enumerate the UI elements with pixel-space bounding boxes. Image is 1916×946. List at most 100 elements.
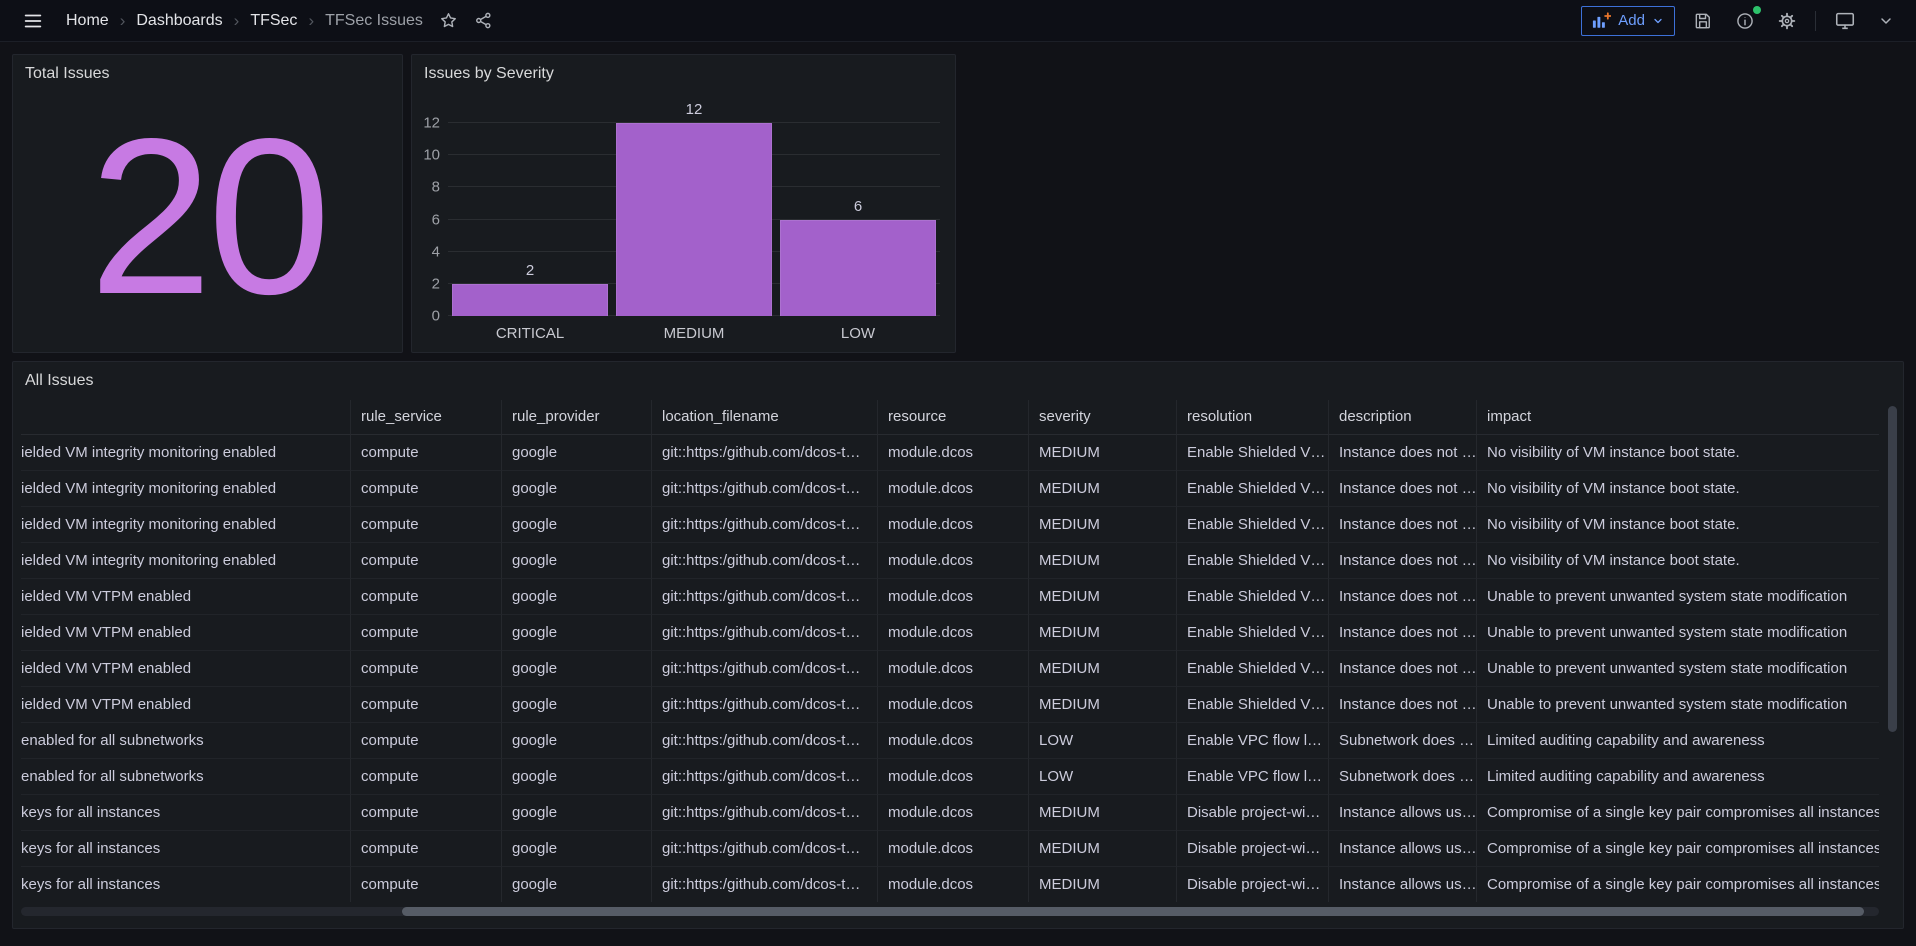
table-cell: MEDIUM	[1029, 578, 1177, 614]
bar-medium	[616, 123, 772, 316]
horizontal-scrollbar[interactable]	[402, 907, 1864, 916]
table-cell: compute	[351, 830, 502, 866]
table-cell: google	[502, 470, 652, 506]
table-cell: Enable Shielded V…	[1177, 542, 1329, 578]
x-tick-label: CRITICAL	[448, 325, 612, 342]
stat-value: 20	[89, 118, 326, 318]
table-cell: module.dcos	[878, 686, 1029, 722]
panel-total-issues: Total Issues 20	[12, 54, 403, 353]
table-cell: google	[502, 722, 652, 758]
table-cell: module.dcos	[878, 506, 1029, 542]
table-cell: enabled for all subnetworks	[21, 758, 351, 794]
table-cell: Compromise of a single key pair compromi…	[1477, 830, 1879, 866]
panel-title[interactable]: Issues by Severity	[412, 55, 566, 87]
column-header-resolution[interactable]: resolution	[1177, 400, 1329, 434]
bar-chart-plus-icon	[1592, 12, 1611, 29]
table-cell: compute	[351, 866, 502, 902]
panel-title[interactable]: Total Issues	[13, 55, 121, 87]
table-cell: google	[502, 542, 652, 578]
table-row: keys for all instancescomputegooglegit::…	[21, 866, 1879, 902]
table-cell: Compromise of a single key pair compromi…	[1477, 794, 1879, 830]
table-cell: module.dcos	[878, 866, 1029, 902]
breadcrumb-item-home[interactable]: Home	[66, 12, 109, 30]
table-row: enabled for all subnetworkscomputegoogle…	[21, 722, 1879, 758]
table-cell: ielded VM integrity monitoring enabled	[21, 470, 351, 506]
table-cell: google	[502, 686, 652, 722]
column-header-severity[interactable]: severity	[1029, 400, 1177, 434]
favorite-star-icon[interactable]	[435, 7, 462, 34]
breadcrumb-item-dashboards[interactable]: Dashboards	[136, 12, 222, 30]
caret-down-icon[interactable]	[1874, 9, 1898, 33]
table-cell: keys for all instances	[21, 830, 351, 866]
table-cell: ielded VM VTPM enabled	[21, 578, 351, 614]
add-button[interactable]: Add	[1581, 6, 1675, 36]
table-cell: compute	[351, 722, 502, 758]
save-icon[interactable]	[1689, 7, 1717, 35]
table-cell: Enable VPC flow l…	[1177, 758, 1329, 794]
column-header-rule_service[interactable]: rule_service	[351, 400, 502, 434]
y-tick-label: 8	[432, 180, 440, 195]
table-cell: module.dcos	[878, 470, 1029, 506]
x-axis-labels: CRITICALMEDIUMLOW	[448, 325, 940, 342]
table-cell: Enable Shielded V…	[1177, 506, 1329, 542]
x-tick-label: LOW	[776, 325, 940, 342]
y-tick-label: 4	[432, 244, 440, 259]
table-cell: google	[502, 830, 652, 866]
column-header-blank[interactable]	[21, 400, 351, 434]
breadcrumb-item-tfsec[interactable]: TFSec	[250, 12, 297, 30]
table-cell: ielded VM integrity monitoring enabled	[21, 434, 351, 470]
table-cell: keys for all instances	[21, 794, 351, 830]
gear-icon[interactable]	[1773, 7, 1801, 35]
table-cell: google	[502, 650, 652, 686]
table-cell: ielded VM integrity monitoring enabled	[21, 542, 351, 578]
monitor-icon[interactable]	[1830, 6, 1860, 35]
table-cell: Unable to prevent unwanted system state …	[1477, 578, 1879, 614]
table-cell: compute	[351, 506, 502, 542]
table-cell: No visibility of VM instance boot state.	[1477, 506, 1879, 542]
table-cell: Instance allows us…	[1329, 794, 1477, 830]
table-cell: Subnetwork does …	[1329, 722, 1477, 758]
table-cell: Instance does not …	[1329, 686, 1477, 722]
panel-title[interactable]: All Issues	[13, 362, 105, 394]
bar-value-label: 6	[776, 199, 940, 214]
column-header-rule_provider[interactable]: rule_provider	[502, 400, 652, 434]
table-cell: LOW	[1029, 758, 1177, 794]
table-row: ielded VM VTPM enabledcomputegooglegit::…	[21, 614, 1879, 650]
breadcrumb: Home›Dashboards›TFSec›TFSec Issues	[66, 12, 423, 30]
table-cell: google	[502, 758, 652, 794]
vertical-scrollbar[interactable]	[1888, 406, 1897, 732]
y-tick-label: 10	[423, 148, 440, 163]
table-cell: Enable Shielded V…	[1177, 650, 1329, 686]
top-nav-bar: Home›Dashboards›TFSec›TFSec Issues Add	[0, 0, 1916, 42]
table-cell: git::https:/github.com/dcos-t…	[652, 794, 878, 830]
table-cell: Instance does not …	[1329, 542, 1477, 578]
column-header-description[interactable]: description	[1329, 400, 1477, 434]
x-tick-label: MEDIUM	[612, 325, 776, 342]
table-cell: module.dcos	[878, 758, 1029, 794]
table-cell: Compromise of a single key pair compromi…	[1477, 866, 1879, 902]
table-cell: enabled for all subnetworks	[21, 722, 351, 758]
table-cell: Enable Shielded V…	[1177, 686, 1329, 722]
menu-icon[interactable]	[18, 6, 48, 36]
table-cell: MEDIUM	[1029, 866, 1177, 902]
column-header-location_filename[interactable]: location_filename	[652, 400, 878, 434]
table-cell: Instance does not …	[1329, 470, 1477, 506]
table-cell: Subnetwork does …	[1329, 758, 1477, 794]
share-icon[interactable]	[470, 7, 497, 34]
table-cell: git::https:/github.com/dcos-t…	[652, 650, 878, 686]
table-cell: MEDIUM	[1029, 434, 1177, 470]
table-cell: git::https:/github.com/dcos-t…	[652, 506, 878, 542]
column-header-impact[interactable]: impact	[1477, 400, 1879, 434]
table-cell: Limited auditing capability and awarenes…	[1477, 758, 1879, 794]
panel-all-issues: All Issues rule_servicerule_providerloca…	[12, 361, 1904, 929]
info-circle-icon[interactable]	[1731, 7, 1759, 35]
y-tick-label: 2	[432, 276, 440, 291]
table-cell: compute	[351, 614, 502, 650]
table-cell: module.dcos	[878, 650, 1029, 686]
table-cell: Instance does not …	[1329, 650, 1477, 686]
stat-wrapper: 20	[13, 89, 402, 346]
table-row: ielded VM VTPM enabledcomputegooglegit::…	[21, 686, 1879, 722]
column-header-resource[interactable]: resource	[878, 400, 1029, 434]
table-cell: google	[502, 434, 652, 470]
table-cell: module.dcos	[878, 794, 1029, 830]
